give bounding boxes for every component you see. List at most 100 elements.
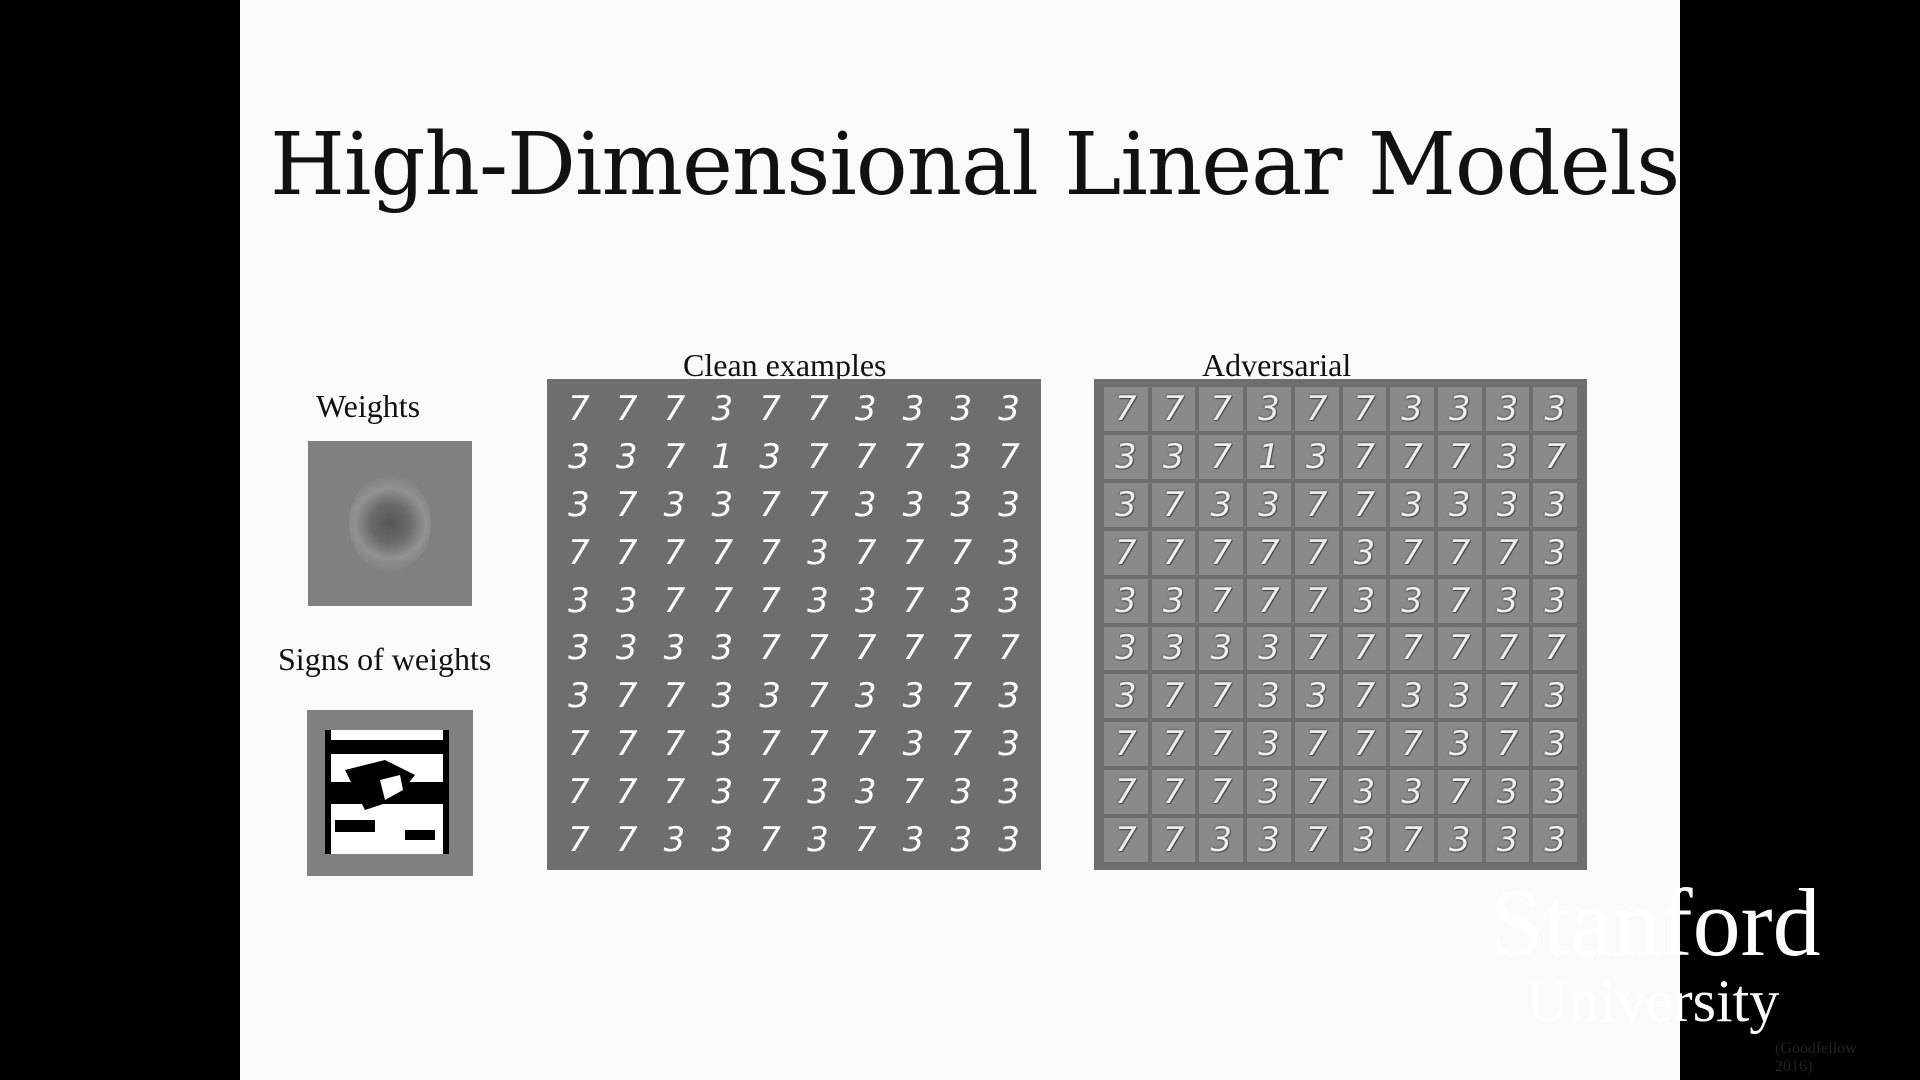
adversarial-digit-cell: 7 bbox=[1342, 434, 1387, 479]
clean-digit-cell: 3 bbox=[854, 580, 877, 621]
clean-digit-cell: 7 bbox=[615, 388, 638, 429]
adversarial-digit-cell: 7 bbox=[1294, 770, 1339, 815]
adversarial-digit-cell: 7 bbox=[1437, 530, 1482, 575]
adversarial-digit-cell: 7 bbox=[1342, 482, 1387, 527]
adversarial-digit-cell: 3 bbox=[1199, 482, 1244, 527]
clean-digit-cell: 7 bbox=[615, 724, 638, 765]
clean-digit-cell: 3 bbox=[568, 580, 590, 621]
adversarial-digit-cell: 3 bbox=[1390, 578, 1434, 623]
adversarial-digit-cell: 7 bbox=[1485, 530, 1530, 575]
adversarial-digit-cell: 3 bbox=[1104, 578, 1148, 623]
adversarial-digit-cell: 7 bbox=[1437, 578, 1482, 623]
adversarial-digit-cell: 3 bbox=[1533, 722, 1577, 767]
clean-digit-cell: 7 bbox=[663, 580, 686, 621]
adversarial-digit-cell: 3 bbox=[1533, 482, 1577, 527]
logo-line-2: University bbox=[1526, 968, 1780, 1034]
adversarial-digit-cell: 3 bbox=[1437, 387, 1482, 431]
adversarial-digit-cell: 7 bbox=[1294, 530, 1339, 575]
stanford-logo: Stanford University bbox=[1490, 869, 1821, 1034]
clean-digit-cell: 3 bbox=[807, 772, 829, 813]
clean-digit-cell: 3 bbox=[998, 676, 1020, 717]
clean-digit-cell: 3 bbox=[759, 436, 781, 477]
adversarial-digit-cell: 3 bbox=[1485, 578, 1530, 623]
adversarial-digit-cell: 7 bbox=[1485, 722, 1530, 767]
clean-digit-cell: 7 bbox=[998, 628, 1020, 669]
clean-digit-cell: 7 bbox=[568, 820, 590, 861]
adversarial-digit-cell: 3 bbox=[1247, 770, 1291, 815]
clean-digit-cell: 3 bbox=[998, 820, 1020, 861]
adversarial-digit-cell: 3 bbox=[1247, 722, 1291, 767]
adversarial-digit-cell: 3 bbox=[1533, 578, 1577, 623]
clean-digit-cell: 3 bbox=[568, 676, 590, 717]
adversarial-digit-cell: 3 bbox=[1199, 626, 1244, 671]
clean-digit-cell: 7 bbox=[998, 436, 1020, 477]
adversarial-digit-cell: 3 bbox=[1437, 674, 1482, 719]
adversarial-label: Adversarial bbox=[1202, 347, 1352, 383]
clean-digit-cell: 3 bbox=[759, 676, 781, 717]
adversarial-digit-cell: 7 bbox=[1390, 818, 1434, 862]
adversarial-digit-cell: 3 bbox=[1342, 578, 1387, 623]
clean-digit-cell: 7 bbox=[902, 580, 925, 621]
adversarial-digit-cell: 7 bbox=[1151, 530, 1196, 575]
adversarial-digit-cell: 7 bbox=[1390, 626, 1434, 671]
adversarial-digit-cell: 7 bbox=[1199, 530, 1244, 575]
clean-digit-cell: 3 bbox=[902, 820, 925, 861]
clean-digit-cell: 3 bbox=[711, 676, 734, 717]
adversarial-digit-cell: 3 bbox=[1437, 722, 1482, 767]
adversarial-digit-cell: 7 bbox=[1390, 722, 1434, 767]
clean-digit-cell: 3 bbox=[711, 820, 734, 861]
clean-digit-cell: 3 bbox=[902, 388, 925, 429]
adversarial-digit-cell: 3 bbox=[1247, 674, 1291, 719]
adversarial-digit-cell: 7 bbox=[1533, 626, 1577, 671]
clean-digit-cell: 7 bbox=[663, 724, 686, 765]
clean-digit-cell: 7 bbox=[615, 820, 638, 861]
adversarial-digit-cell: 3 bbox=[1294, 434, 1339, 479]
clean-digit-cell: 7 bbox=[568, 724, 590, 765]
clean-digit-cell: 7 bbox=[854, 820, 877, 861]
adversarial-digit-cell: 7 bbox=[1151, 387, 1196, 431]
adversarial-digit-cell: 7 bbox=[1294, 578, 1339, 623]
clean-digit-cell: 3 bbox=[998, 580, 1020, 621]
adversarial-digit-cell: 7 bbox=[1104, 387, 1148, 431]
adversarial-digit-cell: 3 bbox=[1342, 770, 1387, 815]
logo-line-1: Stanford bbox=[1490, 869, 1821, 976]
adversarial-digit-cell: 7 bbox=[1199, 434, 1244, 479]
slide-title: High-Dimensional Linear Models bbox=[270, 115, 1680, 215]
clean-digit-cell: 7 bbox=[615, 532, 638, 573]
clean-digit-cell: 7 bbox=[759, 484, 781, 525]
adversarial-digit-cell: 3 bbox=[1390, 482, 1434, 527]
adversarial-digit-cell: 7 bbox=[1151, 818, 1196, 862]
clean-digit-cell: 7 bbox=[568, 388, 590, 429]
clean-digit-cell: 3 bbox=[663, 628, 686, 669]
clean-digit-cell: 7 bbox=[759, 580, 781, 621]
adversarial-digit-cell: 7 bbox=[1342, 387, 1387, 431]
adversarial-digit-cell: 3 bbox=[1294, 674, 1339, 719]
adversarial-digit-cell: 3 bbox=[1390, 387, 1434, 431]
clean-digit-cell: 7 bbox=[615, 772, 638, 813]
adversarial-digit-cell: 3 bbox=[1533, 530, 1577, 575]
adversarial-digit-cell: 7 bbox=[1390, 434, 1434, 479]
clean-digit-cell: 7 bbox=[759, 388, 781, 429]
weights-label: Weights bbox=[316, 388, 421, 424]
clean-digit-cell: 7 bbox=[807, 388, 829, 429]
adversarial-digit-cell: 3 bbox=[1151, 434, 1196, 479]
adversarial-digit-cell: 7 bbox=[1199, 578, 1244, 623]
clean-digit-cell: 7 bbox=[663, 388, 686, 429]
clean-digit-cell: 7 bbox=[663, 436, 686, 477]
clean-digit-cell: 3 bbox=[615, 580, 638, 621]
adversarial-digit-cell: 3 bbox=[1485, 434, 1530, 479]
clean-digit-cell: 3 bbox=[998, 772, 1020, 813]
clean-digit-cell: 7 bbox=[711, 532, 734, 573]
adversarial-digit-cell: 7 bbox=[1247, 530, 1291, 575]
adversarial-digit-cell: 3 bbox=[1437, 818, 1482, 862]
clean-digit-cell: 7 bbox=[854, 724, 877, 765]
clean-digit-cell: 7 bbox=[568, 772, 590, 813]
adversarial-digit-cell: 3 bbox=[1342, 818, 1387, 862]
clean-digit-cell: 7 bbox=[902, 436, 925, 477]
clean-digit-cell: 3 bbox=[950, 484, 973, 525]
adversarial-digit-cell: 3 bbox=[1485, 482, 1530, 527]
adversarial-digit-cell: 3 bbox=[1247, 482, 1291, 527]
clean-digit-cell: 3 bbox=[663, 820, 686, 861]
